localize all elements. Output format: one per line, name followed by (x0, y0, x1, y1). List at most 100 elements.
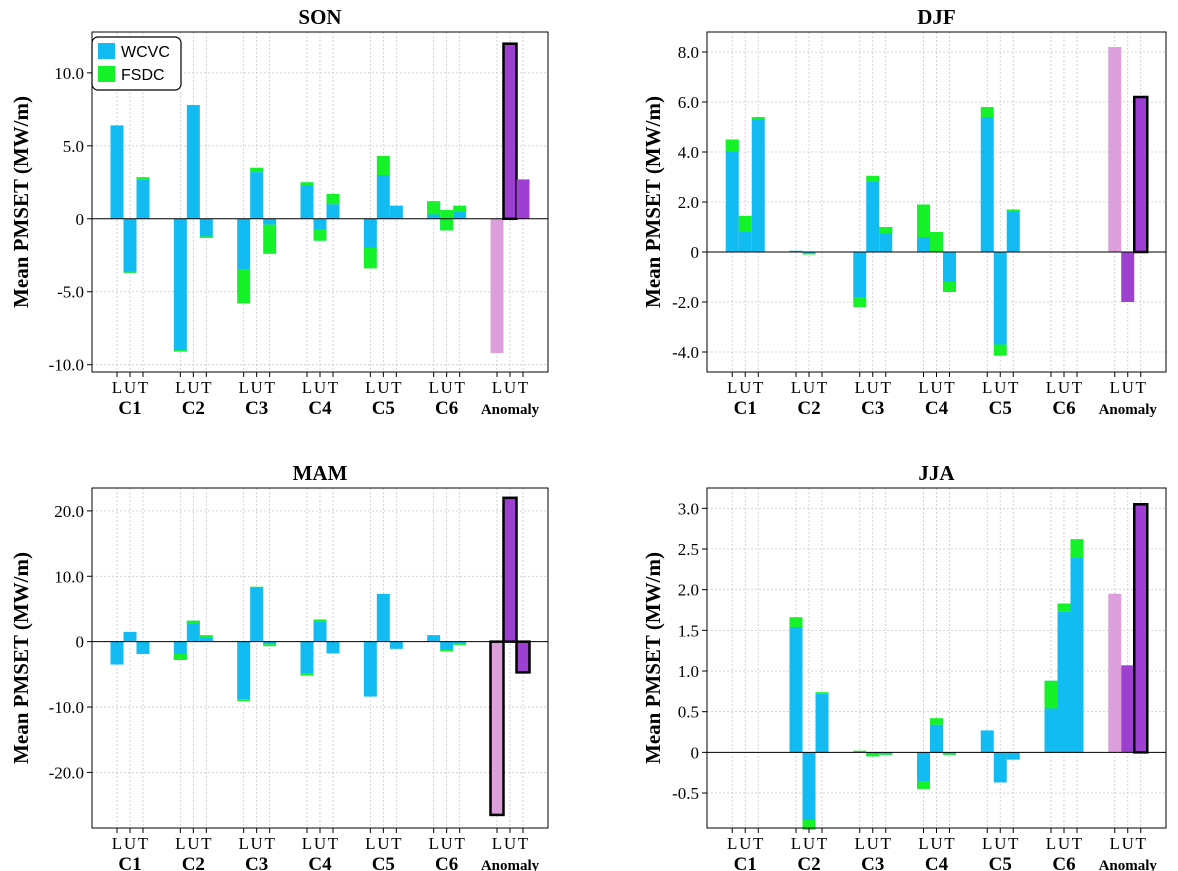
x-sublabel: T (1072, 834, 1083, 853)
bar-wcvc (123, 631, 137, 642)
x-sublabel: U (377, 834, 389, 853)
x-category-label: C4 (925, 398, 949, 419)
bar-wcvc (866, 182, 880, 252)
bar-fsdc (199, 236, 213, 238)
x-category-label: C2 (182, 398, 205, 419)
legend-label-wcvc: WCVC (121, 44, 170, 61)
x-sublabel: L (302, 378, 312, 397)
x-sublabel: T (518, 834, 529, 853)
bar-wcvc (993, 752, 1007, 783)
bar-fsdc (802, 819, 816, 830)
bar-fsdc (313, 228, 327, 241)
y-tick-label: 0 (691, 743, 700, 762)
bar-fsdc (237, 699, 251, 702)
x-sublabel: L (302, 834, 312, 853)
bar-fsdc (363, 247, 377, 269)
x-category-label: C5 (989, 398, 1012, 419)
bar-wcvc (237, 218, 251, 270)
bar-wcvc (237, 641, 251, 700)
bar-fsdc (300, 673, 314, 676)
bar-fsdc (453, 643, 467, 645)
x-sublabel: T (881, 834, 892, 853)
bar-fsdc (173, 654, 187, 660)
bar-wcvc (173, 218, 187, 352)
bar-fsdc (1057, 603, 1071, 612)
bar-wcvc (263, 641, 277, 645)
bar-fsdc (326, 193, 340, 205)
x-category-label: C4 (308, 854, 332, 871)
x-category-label: Anomaly (1099, 402, 1158, 418)
bar-wcvc (389, 205, 403, 219)
y-tick-label: 2.0 (678, 193, 699, 212)
y-tick-label: 10.0 (54, 567, 84, 586)
bar-fsdc (1006, 209, 1020, 212)
x-sublabel: U (124, 378, 136, 397)
bar-anomaly-u (502, 42, 518, 221)
x-category-label: C2 (797, 854, 820, 871)
bar-wcvc (943, 252, 956, 282)
x-sublabel: U (803, 378, 815, 397)
bar-fsdc (751, 117, 765, 120)
y-axis-label: Mean PMSET (MW/m) (9, 552, 33, 764)
x-sublabel: U (1058, 378, 1070, 397)
bar-wcvc (738, 232, 752, 252)
x-sublabel: U (187, 834, 199, 853)
bar-fsdc (980, 107, 994, 117)
bar-wcvc (313, 622, 327, 642)
legend-swatch-fsdc (98, 66, 115, 82)
x-sublabel: T (201, 378, 212, 397)
bar-wcvc (136, 641, 150, 655)
bar-wcvc (725, 139, 739, 252)
bar-fsdc (930, 232, 943, 252)
bar-wcvc (980, 117, 994, 252)
bar-wcvc (789, 250, 803, 252)
bar-fsdc (930, 718, 943, 725)
x-sublabel: U (1122, 378, 1134, 397)
bar-wcvc (326, 641, 340, 654)
y-tick-label: 0 (691, 243, 700, 262)
x-sublabel: L (365, 378, 375, 397)
bar-fsdc (173, 350, 187, 352)
bar-wcvc (1070, 539, 1084, 753)
bar-fsdc (866, 753, 880, 757)
bar-fsdc (725, 139, 739, 152)
bar-wcvc (427, 635, 441, 642)
y-tick-label: 10.0 (54, 64, 84, 83)
x-category-label: C5 (989, 854, 1012, 871)
x-sublabel: L (855, 378, 865, 397)
x-sublabel: L (175, 378, 185, 397)
bar-wcvc (300, 182, 314, 219)
x-category-label: C3 (861, 398, 884, 419)
x-sublabel: U (504, 834, 516, 853)
x-category-label: Anomaly (481, 858, 540, 871)
bar-wcvc (453, 641, 467, 644)
x-sublabel: U (994, 378, 1006, 397)
y-tick-label: 8.0 (678, 43, 699, 62)
x-sublabel: T (201, 834, 212, 853)
y-tick-label: 0 (76, 633, 85, 652)
x-sublabel: L (855, 834, 865, 853)
x-sublabel: U (504, 378, 516, 397)
bar-anomaly-l (490, 218, 504, 354)
x-category-label: C4 (308, 398, 332, 419)
x-sublabel: T (944, 378, 955, 397)
bar-fsdc (993, 344, 1007, 356)
y-tick-label: -10.0 (49, 356, 84, 375)
bar-wcvc (110, 125, 124, 219)
bar-fsdc (738, 215, 752, 232)
x-sublabel: T (944, 834, 955, 853)
bar-wcvc (376, 175, 390, 219)
x-category-label: C2 (182, 854, 205, 871)
y-tick-label: 0 (76, 210, 85, 229)
bar-wcvc (930, 724, 943, 753)
y-tick-label: 5.0 (63, 137, 84, 156)
y-axis-label: Mean PMSET (MW/m) (9, 96, 33, 308)
x-sublabel: U (251, 834, 263, 853)
bar-wcvc (300, 641, 314, 674)
x-sublabel: T (454, 378, 465, 397)
x-sublabel: T (1008, 378, 1019, 397)
bar-wcvc (853, 252, 867, 297)
panel-title-jja: JJA (918, 461, 955, 485)
x-sublabel: L (1046, 378, 1056, 397)
